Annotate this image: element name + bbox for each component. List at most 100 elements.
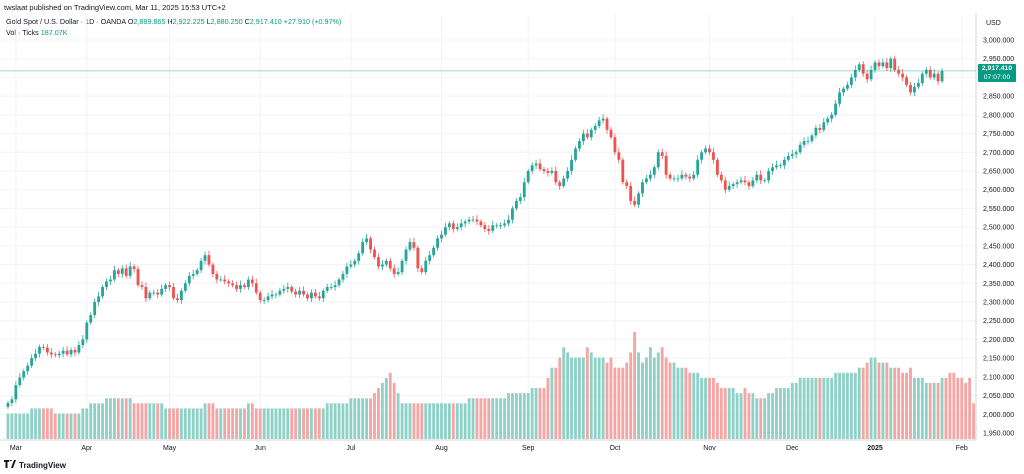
candle-body [396,272,400,274]
volume-bar [589,352,593,439]
candle-body [38,346,41,354]
last-price-tag: 2,917.410 07:07:00 [978,63,1016,82]
candle-body [578,141,581,149]
volume-bar [727,388,731,439]
volume-bar [763,398,767,439]
volume-label: Vol · Ticks [6,28,39,37]
volume-bar [440,403,443,439]
candle-body [302,290,305,295]
candle-body [641,182,644,194]
volume-bar [652,357,656,439]
candle-body [124,268,128,276]
volume-bar [424,403,428,439]
candle-body [337,279,341,286]
volume-bar [759,398,763,439]
candle-body [412,242,416,248]
volume-bar [124,398,128,439]
price-tick-label: 2,950.000 [983,56,1014,63]
candle-body [798,144,802,153]
volume-bar [593,357,597,439]
volume-bar [416,403,420,439]
volume-bar [321,408,325,439]
candle-body [420,268,424,273]
volume-bar [231,408,235,439]
volume-bar [211,403,215,439]
candle-body [708,148,711,153]
volume-bar [420,403,424,439]
price-tick-label: 2,600.000 [983,187,1014,194]
candle-body [585,133,589,138]
candle-body [680,174,684,179]
volume-bar [751,393,755,439]
candle-body [392,268,396,274]
candle-body [664,156,668,175]
candle-body [637,193,640,205]
candle-body [227,281,231,284]
volume-bar [69,413,73,439]
volume-bar [243,408,246,439]
volume-bar [849,372,853,439]
volume-bar [507,393,510,439]
price-tick-label: 2,450.000 [983,243,1014,250]
candlesticks [6,55,944,410]
candle-body [806,141,810,142]
volume-bar [609,357,613,439]
volume-bar [77,413,81,439]
candle-body [183,283,187,291]
candle-body [432,247,436,256]
volume-bar [731,388,735,439]
volume-bar [857,367,861,439]
candle-body [349,264,353,267]
candle-body [779,165,782,167]
candle-body [278,290,282,295]
low-label: L [206,17,211,26]
volume-bar [373,393,376,439]
candle-body [593,126,597,130]
candle-body [317,296,321,299]
volume-bar [794,382,798,439]
time-tick-label: Mar [10,445,23,452]
candle-body [589,129,593,138]
time-tick-label: Aug [435,445,448,452]
candle-body [408,242,412,250]
volume-bar [881,362,885,439]
candle-body [105,281,108,288]
volume-bar [392,382,396,439]
volume-bar [207,403,211,439]
volume-bar [199,408,203,439]
candle-body [735,182,739,185]
volume-bar [558,357,562,439]
candle-body [424,260,428,273]
volume-bar [968,377,972,439]
candle-body [61,350,65,354]
volume-bar [109,398,112,439]
volume-bar [715,382,719,439]
volume-bar [262,408,266,439]
volume-bar [388,372,392,439]
volume-bar [455,403,459,439]
candle-body [936,73,940,82]
volume-bar [633,332,637,439]
candle-body [207,255,211,265]
volume-bar [585,347,589,439]
volume-bar [34,408,37,439]
volume-bar [274,408,278,439]
candle-body [440,234,443,239]
candle-body [112,270,116,280]
volume-bar [447,403,451,439]
candle-body [231,283,235,286]
candle-body [388,260,392,269]
candle-body [514,200,518,209]
candle-body [755,174,759,181]
footer-brand[interactable]: TradingView [4,458,66,470]
candle-body [857,64,861,70]
candle-body [889,58,893,69]
volume-bar [483,398,487,439]
candle-body [250,279,254,284]
volume-bar [574,357,577,439]
candle-body [191,273,195,276]
candle-body [447,223,451,228]
candle-body [187,275,191,284]
volume-bar [428,403,432,439]
